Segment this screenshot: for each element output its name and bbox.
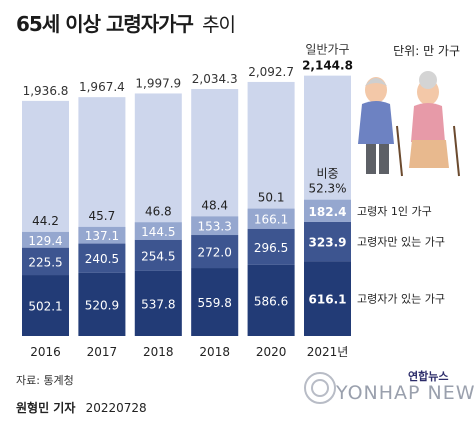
- x-tick-label: 2020: [256, 345, 287, 359]
- data-label-with-elderly: 502.1: [28, 300, 62, 314]
- bar-segment-elderly-only: [247, 228, 295, 265]
- data-label-single-elderly: 144.5: [141, 225, 175, 239]
- bar-segment-single-elderly: [134, 222, 182, 240]
- x-tick-label: 2021년: [307, 345, 349, 359]
- general-households-label: 일반가구: [305, 43, 349, 57]
- title-sub: 추이: [202, 14, 236, 36]
- watermark-text: YONHAP NEWS: [336, 382, 474, 404]
- bar-segment-single-elderly: [304, 199, 351, 222]
- total-label: 1,967.4: [79, 80, 125, 94]
- total-label: 2,144.8: [302, 59, 353, 73]
- bar-segment-elderly-only: [304, 221, 351, 262]
- data-label-elderly-only: 296.5: [254, 241, 288, 255]
- bar-segment-single-elderly: [247, 208, 295, 229]
- byline-author: 원형민 기자: [16, 401, 76, 415]
- bar-segment-with-elderly: [191, 268, 239, 336]
- chart-area: 502.1 225.5 129.4 44.2 1,936.8 2016 520.9 240.5…: [22, 43, 460, 359]
- bar-segment-elderly-only: [78, 243, 126, 273]
- byline: 원형민 기자 20220728: [16, 399, 147, 416]
- x-tick-label: 2017: [87, 345, 118, 359]
- source-text: 자료: 통계청: [16, 374, 74, 387]
- watermark-logo-icon: [304, 372, 336, 404]
- data-label-with-elderly: 520.9: [85, 298, 119, 312]
- watermark-logo-text: 연합뉴스: [408, 370, 449, 383]
- share-label: 44.2: [32, 214, 59, 228]
- data-label-with-elderly: 616.1: [309, 293, 347, 307]
- total-label: 2,034.3: [192, 72, 238, 86]
- bar-segment-with-elderly: [247, 264, 295, 336]
- share-label: 45.7: [89, 209, 116, 223]
- title-main: 65세 이상 고령자가구: [16, 12, 194, 36]
- data-label-single-elderly: 153.3: [198, 220, 232, 234]
- bar-segment-elderly-only: [191, 235, 239, 269]
- x-tick-label: 2016: [30, 345, 61, 359]
- share-label: 46.8: [145, 204, 172, 218]
- share-label: 52.3%: [308, 182, 346, 196]
- legend-single-elderly: 고령자 1인 가구: [357, 205, 432, 218]
- bar-segment-with-elderly: [304, 261, 351, 336]
- data-label-elderly-only: 254.5: [141, 249, 175, 263]
- byline-date: 20220728: [85, 401, 147, 415]
- data-label-elderly-only: 240.5: [85, 252, 119, 266]
- share-label: 48.4: [201, 198, 228, 212]
- total-label: 2,092.7: [248, 65, 294, 79]
- data-label-with-elderly: 537.8: [141, 297, 175, 311]
- share-heading-label: 비중: [316, 167, 338, 181]
- bar-segment-elderly-only: [134, 239, 182, 271]
- total-label: 1,997.9: [135, 76, 181, 90]
- unit-label: 단위: 만 가구: [393, 44, 460, 58]
- bar-segment-elderly-only: [22, 247, 69, 276]
- bar-segment-single-elderly: [22, 231, 69, 248]
- data-label-with-elderly: 586.6: [254, 294, 288, 308]
- chart-title: 65세 이상 고령자가구 추이: [16, 8, 236, 37]
- bar-segment-with-elderly: [78, 272, 126, 336]
- x-tick-label: 2018: [199, 345, 230, 359]
- legend-with-elderly: 고령자가 있는 가구: [357, 293, 445, 306]
- legend-elderly-only: 고령자만 있는 가구: [357, 236, 445, 249]
- data-label-elderly-only: 225.5: [28, 255, 62, 269]
- data-label-elderly-only: 272.0: [198, 246, 232, 260]
- data-label-single-elderly: 129.4: [28, 234, 62, 248]
- data-label-single-elderly: 182.4: [309, 205, 347, 219]
- elderly-couple-illustration: [358, 71, 460, 177]
- data-label-with-elderly: 559.8: [198, 296, 232, 310]
- share-label: 50.1: [258, 191, 285, 205]
- bar-segment-with-elderly: [22, 275, 69, 336]
- x-tick-label: 2018: [143, 345, 174, 359]
- data-label-single-elderly: 137.1: [85, 229, 119, 243]
- bar-segment-single-elderly: [78, 226, 126, 244]
- bar-segment-single-elderly: [191, 216, 239, 236]
- data-label-single-elderly: 166.1: [254, 213, 288, 227]
- total-label: 1,936.8: [23, 84, 69, 98]
- data-label-elderly-only: 323.9: [309, 236, 347, 250]
- bar-segment-with-elderly: [134, 270, 182, 336]
